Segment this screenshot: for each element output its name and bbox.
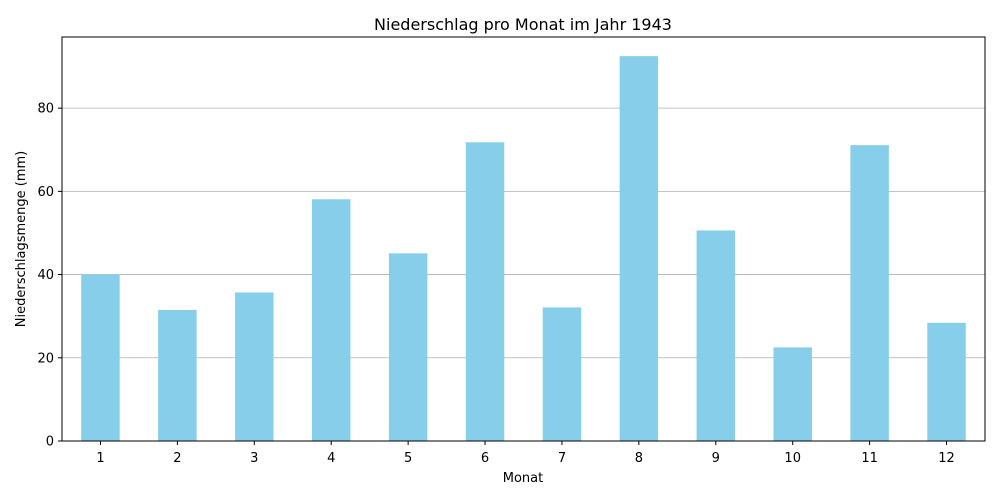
x-axis-label: Monat bbox=[503, 471, 543, 486]
x-tick-label: 7 bbox=[558, 451, 566, 466]
bar-month-4 bbox=[311, 199, 351, 441]
bar-month-8 bbox=[619, 56, 659, 441]
bar-month-1 bbox=[81, 274, 120, 441]
x-axis-ticks: 1 2 3 4 5 6 7 8 9 10 11 12 bbox=[96, 441, 955, 466]
bar-month-11 bbox=[850, 145, 889, 442]
bar-month-12 bbox=[927, 322, 966, 441]
bar-month-5 bbox=[388, 253, 428, 441]
plot-frame bbox=[61, 36, 986, 442]
bar-month-3 bbox=[235, 292, 274, 441]
x-tick-label: 11 bbox=[861, 451, 878, 466]
bar-month-7 bbox=[542, 307, 582, 441]
y-tick-label: 20 bbox=[37, 351, 54, 366]
x-tick-label: 10 bbox=[784, 451, 801, 466]
x-tick-label: 4 bbox=[327, 451, 335, 466]
x-tick-label: 12 bbox=[938, 451, 955, 466]
y-tick-label: 0 bbox=[46, 435, 54, 450]
y-tick-label: 80 bbox=[37, 102, 54, 117]
bar-month-10 bbox=[773, 347, 812, 441]
bar-month-9 bbox=[696, 230, 736, 441]
x-tick-label: 6 bbox=[481, 451, 489, 466]
x-tick-label: 1 bbox=[96, 451, 104, 466]
chart-title: Niederschlag pro Monat im Jahr 1943 bbox=[374, 15, 672, 34]
x-tick-label: 3 bbox=[250, 451, 258, 466]
y-tick-label: 60 bbox=[37, 185, 54, 200]
x-tick-label: 9 bbox=[712, 451, 720, 466]
y-axis-ticks: 0 20 40 60 80 bbox=[37, 102, 62, 450]
y-tick-label: 40 bbox=[37, 268, 54, 283]
bar-month-2 bbox=[158, 309, 197, 441]
x-tick-label: 5 bbox=[404, 451, 412, 466]
x-tick-label: 2 bbox=[173, 451, 181, 466]
bars-group bbox=[81, 56, 966, 442]
bar-month-6 bbox=[465, 142, 505, 441]
x-tick-label: 8 bbox=[635, 451, 643, 466]
y-axis-label: Niederschlagsmenge (mm) bbox=[14, 151, 29, 327]
